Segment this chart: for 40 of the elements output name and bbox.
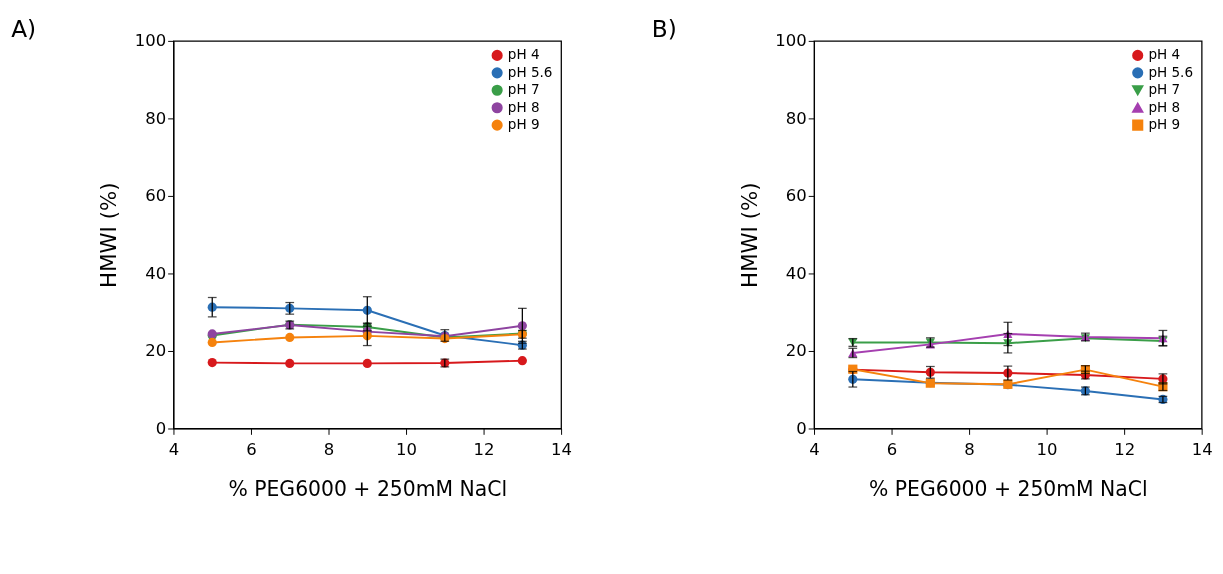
legend-label: pH 5.6 [507,63,553,80]
x-tick-label: 6 [886,440,898,460]
chart-title: B) [651,15,677,42]
chart-title: A) [11,15,37,42]
y-tick-label: 100 [134,31,167,51]
x-tick-label: 4 [168,440,180,460]
y-tick-label: 0 [155,418,167,438]
x-tick-label: 6 [246,440,257,460]
y-tick-label: 60 [785,186,807,206]
y-axis-title: HMWI (%) [736,182,762,288]
x-tick-label: 14 [1191,440,1213,460]
y-tick-label: 80 [145,108,167,128]
x-tick-label: 8 [323,440,335,460]
y-tick-label: 40 [145,263,167,283]
x-tick-label: 10 [396,440,418,460]
legend-label: pH 4 [1148,46,1181,63]
x-axis-title: % PEG6000 + 250mM NaCl [228,476,508,501]
y-axis-title: HMWI (%) [96,182,122,288]
y-tick-label: 20 [785,341,807,361]
legend-label: pH 5.6 [1148,63,1194,80]
y-tick-label: 100 [775,31,807,51]
x-tick-label: 12 [1114,440,1136,460]
x-tick-label: 10 [1036,440,1058,460]
legend-label: pH 8 [507,98,540,115]
legend-label: pH 7 [507,81,540,98]
legend-label: pH 4 [507,46,540,63]
x-tick-label: 12 [473,440,495,460]
legend-label: pH 7 [1148,81,1181,98]
y-tick-label: 60 [145,186,167,206]
y-tick-label: 80 [785,108,807,128]
x-tick-label: 14 [551,440,573,460]
x-tick-label: 4 [809,440,820,460]
x-tick-label: 8 [964,440,975,460]
x-axis-title: % PEG6000 + 250mM NaCl [869,476,1148,501]
legend-label: pH 9 [1148,116,1181,133]
legend-label: pH 9 [507,116,540,133]
y-tick-label: 20 [145,341,167,361]
legend-label: pH 8 [1148,98,1181,115]
y-tick-label: 40 [785,263,807,283]
y-tick-label: 0 [796,418,807,438]
